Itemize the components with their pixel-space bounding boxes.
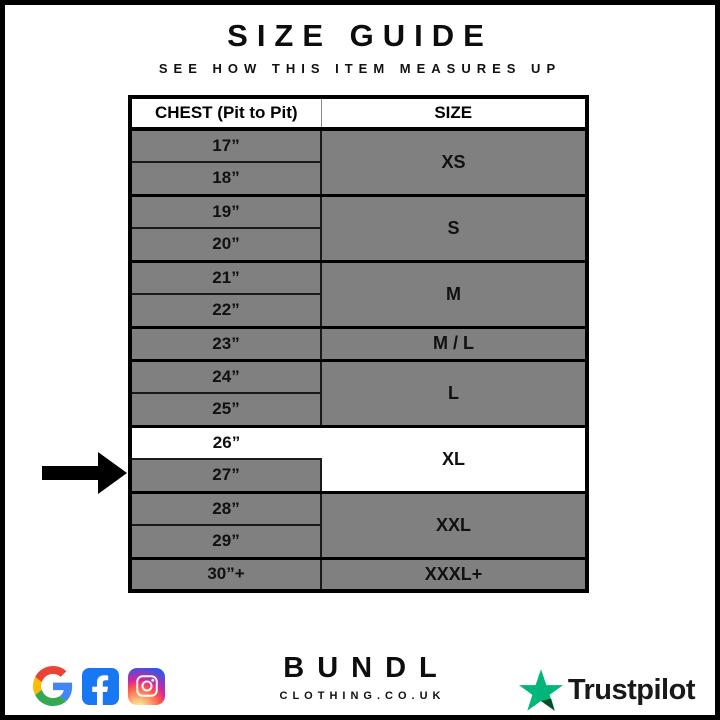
table-row: 17” XS [130,129,587,197]
trustpilot-star-icon [518,669,563,711]
instagram-icon [128,667,165,705]
size-cell: XS [321,129,587,197]
chest-cell: 25” [130,393,322,428]
chest-cell: 19” [130,195,322,229]
size-cell: M [321,261,587,329]
chest-cell: 18” [130,162,322,197]
brand-domain: CLOTHING.CO.UK [279,690,446,702]
table-row: 28” XXL [130,492,587,560]
arrow-right-icon [42,452,127,494]
chest-cell: 20” [130,228,322,263]
trustpilot-label: Trustpilot [567,673,696,706]
chest-column-header: CHEST (Pit to Pit) [130,97,322,131]
social-icons [33,666,165,706]
table-row: 19” S [130,195,587,263]
chest-cell: 30”+ [130,558,322,593]
chest-cell: 17” [130,129,322,163]
size-cell-highlighted: XL [321,426,587,494]
chest-cell: 21” [130,261,322,295]
table-row: 27” [130,459,587,494]
google-icon [33,666,73,706]
brand-name: BUNDL [283,652,450,684]
chest-cell-highlighted: 26” [130,426,321,460]
table-row: 30”+ XXXL+ [130,558,587,593]
table-row: 29” [130,525,587,560]
facebook-icon [82,667,119,705]
chest-cell: 24” [130,360,322,394]
table-row: 21” M [130,261,587,329]
chest-cell: 27” [130,459,322,494]
table-header-row: CHEST (Pit to Pit) SIZE [130,97,587,131]
table-row: 20” [130,228,587,263]
table-row: 22” [130,294,587,329]
table-row: 23” M / L [130,327,587,362]
size-cell: M / L [321,327,587,362]
page-title: SIZE GUIDE [227,18,493,53]
table-row: 26” XL [130,426,587,494]
table-row: 18” [130,162,587,197]
table-row: 25” [130,393,587,428]
size-cell: XXXL+ [321,558,587,593]
chest-cell: 23” [130,327,322,362]
brand-logo: BUNDL CLOTHING.CO.UK [5,652,715,702]
trustpilot-logo: Trustpilot [518,669,696,711]
page-subtitle: SEE HOW THIS ITEM MEASURES UP [158,61,562,76]
table-row: 24” L [130,360,587,428]
chest-cell: 29” [130,525,322,560]
size-column-header: SIZE [321,97,587,131]
chest-cell: 22” [130,294,322,329]
size-cell: L [321,360,587,428]
chest-cell: 28” [130,492,322,526]
size-cell: XXL [321,492,587,560]
size-cell: S [321,195,587,263]
size-table: CHEST (Pit to Pit) SIZE 17” XS 18” 19” S 20” 2… [128,95,589,593]
